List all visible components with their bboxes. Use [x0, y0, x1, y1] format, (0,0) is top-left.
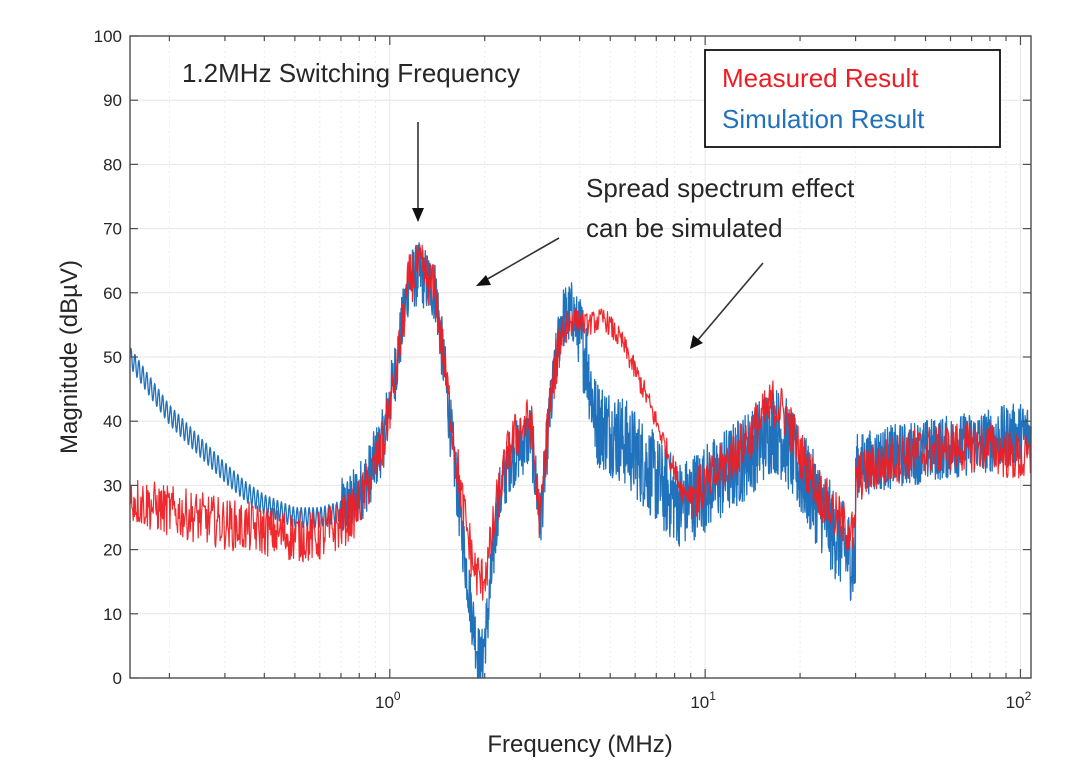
y-tick-label: 80 [103, 155, 122, 174]
annotation-spread-line1: Spread spectrum effect [586, 173, 855, 203]
arrow-spread-1 [476, 237, 560, 286]
arrow-switching [412, 122, 424, 222]
x-tick-label: 100 [375, 689, 401, 712]
legend: Measured Result Simulation Result [704, 49, 1001, 148]
x-tick-labels: 100 101 102 [375, 689, 1032, 712]
x-tick-label: 102 [1006, 689, 1032, 712]
legend-measured: Measured Result [722, 63, 919, 93]
y-tick-label: 90 [103, 91, 122, 110]
x-axis-title: Frequency (MHz) [487, 731, 672, 758]
axes [129, 35, 1032, 679]
legend-simulation: Simulation Result [722, 104, 925, 134]
series-line [129, 242, 1032, 679]
y-tick-label: 20 [103, 541, 122, 560]
y-axis-title: Magnitude (dBµV) [56, 260, 83, 454]
y-tick-label: 70 [103, 220, 122, 239]
arrow-spread-2 [690, 262, 764, 349]
y-tick-label: 30 [103, 476, 122, 495]
series-simulation [129, 242, 1032, 679]
y-tick-label: 50 [103, 348, 122, 367]
series-measured [129, 244, 1032, 601]
series-line [129, 244, 1032, 601]
x-tick-label: 101 [690, 689, 716, 712]
y-tick-label: 40 [103, 412, 122, 431]
y-tick-label: 60 [103, 284, 122, 303]
y-tick-labels: 0 10 20 30 40 50 60 70 80 90 100 [94, 27, 122, 688]
annotation-switching-frequency: 1.2MHz Switching Frequency [182, 58, 520, 88]
y-tick-label: 100 [94, 27, 122, 46]
y-tick-label: 10 [103, 605, 122, 624]
annotation-spread-line2: can be simulated [586, 213, 783, 243]
y-tick-label: 0 [113, 669, 122, 688]
series-layer [129, 242, 1032, 679]
